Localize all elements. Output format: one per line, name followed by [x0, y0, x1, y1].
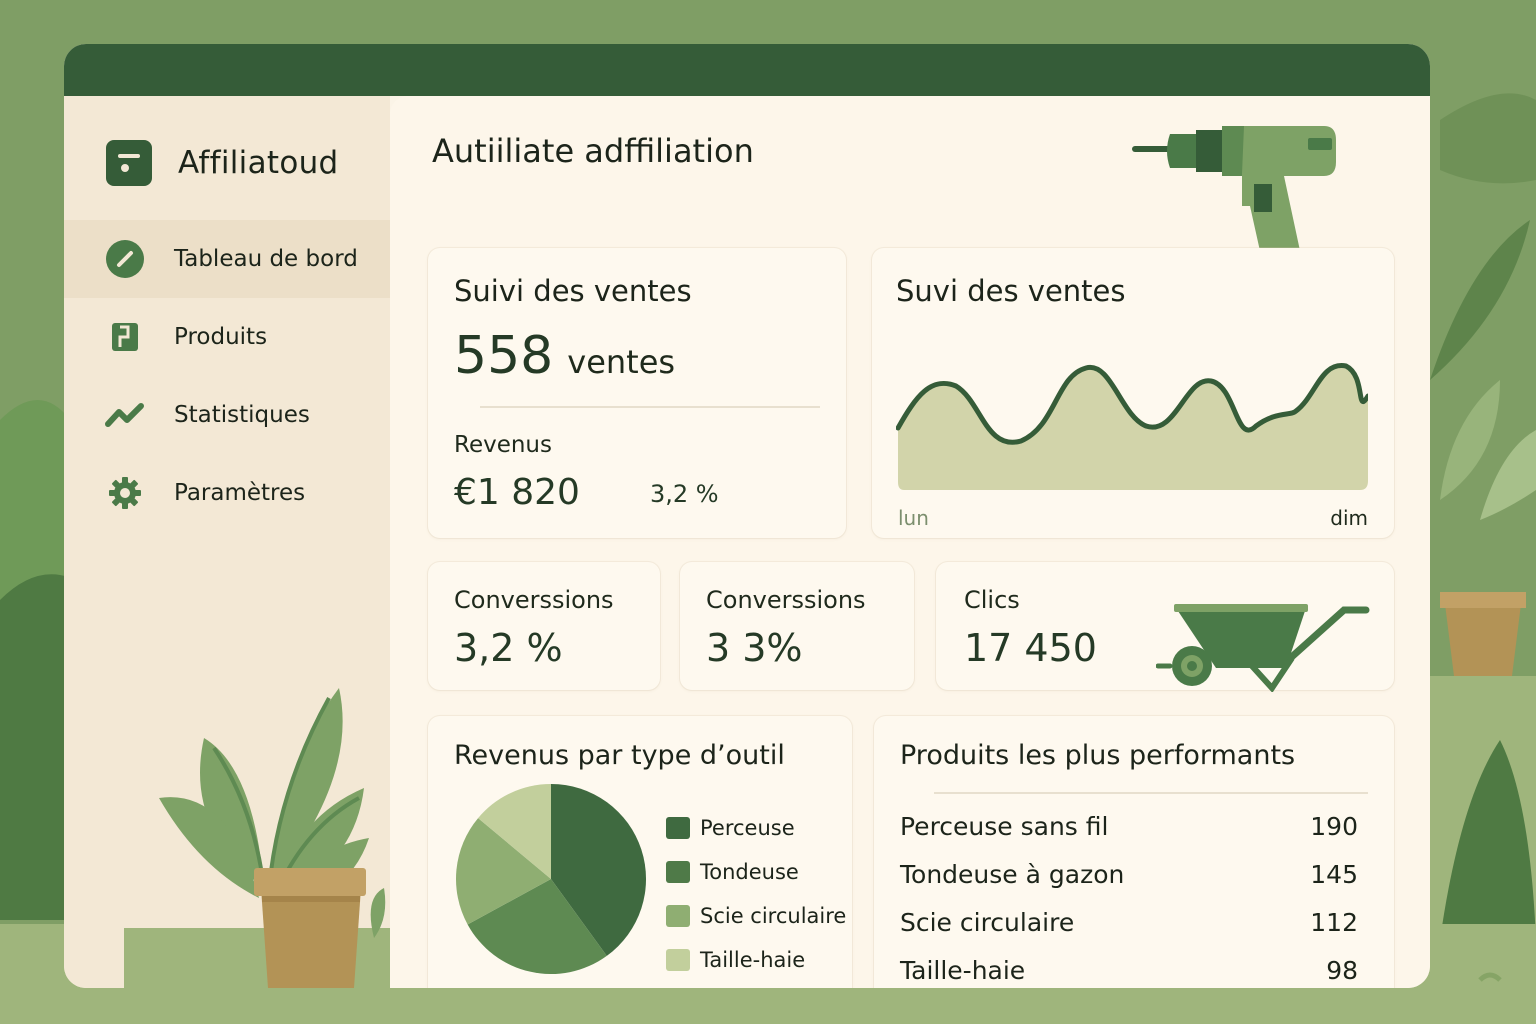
legend-label: Taille-haie — [700, 948, 806, 972]
sidebar-item-label: Produits — [174, 324, 268, 350]
legend-item-scie-circulaire[interactable]: Scie circulaire — [666, 894, 846, 938]
card-title: Revenus par type d’outil — [454, 740, 785, 771]
legend-item-perceuse[interactable]: Perceuse — [666, 806, 846, 850]
divider — [480, 406, 820, 408]
card-title: Suivi des ventes — [454, 274, 692, 308]
top-products-card: Produits les plus performants Perceuse s… — [874, 716, 1394, 988]
app-window: Affiliatoud Tableau de bord Produits Sta… — [64, 44, 1430, 988]
revenue-pie-chart[interactable] — [454, 782, 648, 976]
legend-swatch — [666, 817, 690, 839]
legend-swatch — [666, 905, 690, 927]
product-name: Tondeuse à gazon — [900, 859, 1125, 889]
sales-summary-card: Suivi des ventes 558 ventes Revenus €1 8… — [428, 248, 846, 538]
x-axis-start-label: lun — [898, 506, 929, 530]
revenue-rate: 3,2 % — [650, 480, 719, 508]
kpi-label: Clics — [964, 586, 1020, 614]
kpi-label: Converssions — [706, 586, 866, 614]
legend-swatch — [666, 949, 690, 971]
kpi-value: 3 3% — [706, 626, 803, 670]
product-row[interactable]: Taille-haie 98 — [900, 946, 1358, 988]
gear-icon — [104, 472, 146, 514]
top-products-list: Perceuse sans fil 190 Tondeuse à gazon 1… — [900, 802, 1358, 988]
wheelbarrow-illustration — [1156, 604, 1370, 692]
product-value: 98 — [1326, 955, 1358, 985]
divider — [934, 792, 1368, 794]
sales-count: 558 — [454, 326, 554, 386]
sidebar-item-statistiques[interactable]: Statistiques — [64, 376, 390, 454]
revenue-by-tool-card: Revenus par type d’outil Perceuse Tondeu… — [428, 716, 852, 988]
sidebar: Affiliatoud Tableau de bord Produits Sta… — [64, 96, 394, 988]
sidebar-item-label: Tableau de bord — [174, 246, 358, 272]
legend-label: Scie circulaire — [700, 904, 847, 928]
legend-label: Perceuse — [700, 816, 795, 840]
legend-item-taille-haie[interactable]: Taille-haie — [666, 938, 846, 982]
kpi-label: Converssions — [454, 586, 614, 614]
kpi-card-conversions-2: Converssions 3 3% — [680, 562, 914, 690]
legend-item-tondeuse[interactable]: Tondeuse — [666, 850, 846, 894]
potted-plant-illustration — [124, 688, 394, 988]
kpi-value: 3,2 % — [454, 626, 563, 670]
app-logo-icon — [106, 140, 152, 186]
sidebar-item-parametres[interactable]: Paramètres — [64, 454, 390, 532]
sales-area-chart[interactable] — [896, 356, 1368, 492]
product-row[interactable]: Tondeuse à gazon 145 — [900, 850, 1358, 898]
product-name: Perceuse sans fil — [900, 811, 1109, 841]
revenue-value: €1 820 — [454, 472, 580, 513]
legend-label: Tondeuse — [700, 860, 799, 884]
card-title: Suvi des ventes — [896, 274, 1126, 308]
trend-line-icon — [104, 394, 146, 436]
sidebar-item-label: Paramètres — [174, 480, 306, 506]
product-row[interactable]: Scie circulaire 112 — [900, 898, 1358, 946]
brand[interactable]: Affiliatoud — [106, 140, 339, 186]
card-title: Produits les plus performants — [900, 740, 1296, 771]
main-content: Autiiliate adffiliation Suivi des ventes… — [390, 96, 1430, 988]
product-box-icon — [104, 316, 146, 358]
page-title: Autiiliate adffiliation — [432, 132, 754, 170]
revenue-label: Revenus — [454, 432, 552, 458]
legend-swatch — [666, 861, 690, 883]
product-name: Taille-haie — [900, 955, 1026, 985]
x-axis-end-label: dim — [1330, 506, 1368, 530]
product-row[interactable]: Perceuse sans fil 190 — [900, 802, 1358, 850]
sales-count-unit: ventes — [567, 343, 676, 381]
sidebar-item-label: Statistiques — [174, 402, 310, 428]
app-name: Affiliatoud — [178, 145, 339, 181]
sidebar-item-produits[interactable]: Produits — [64, 298, 390, 376]
product-value: 112 — [1310, 907, 1358, 937]
product-name: Scie circulaire — [900, 907, 1075, 937]
pencil-circle-icon — [104, 238, 146, 280]
sidebar-nav: Tableau de bord Produits Statistiques — [64, 220, 390, 532]
product-value: 145 — [1310, 859, 1358, 889]
kpi-card-conversions-1: Converssions 3,2 % — [428, 562, 660, 690]
kpi-value: 17 450 — [964, 626, 1097, 670]
product-value: 190 — [1310, 811, 1358, 841]
window-titlebar — [64, 44, 1430, 96]
pie-legend: Perceuse Tondeuse Scie circulaire Taille… — [666, 806, 846, 982]
sidebar-item-tableau-de-bord[interactable]: Tableau de bord — [64, 220, 390, 298]
kpi-card-clicks: Clics 17 450 — [936, 562, 1394, 692]
sales-chart-card: Suvi des ventes lun dim — [872, 248, 1394, 538]
